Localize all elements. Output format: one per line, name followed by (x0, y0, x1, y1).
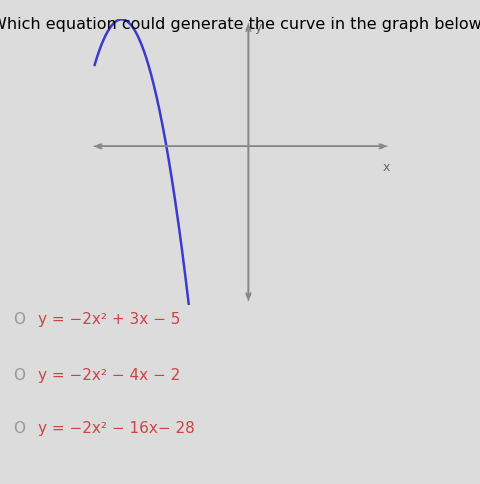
Text: O: O (13, 368, 25, 382)
Text: y = −2x² + 3x − 5: y = −2x² + 3x − 5 (38, 312, 180, 327)
Text: Which equation could generate the curve in the graph below?: Which equation could generate the curve … (0, 17, 480, 32)
Text: y: y (253, 21, 261, 34)
Text: x: x (382, 161, 389, 174)
Text: y = −2x² − 16x− 28: y = −2x² − 16x− 28 (38, 421, 195, 436)
Text: y = −2x² − 4x − 2: y = −2x² − 4x − 2 (38, 368, 180, 382)
Text: O: O (13, 312, 25, 327)
Text: O: O (13, 421, 25, 436)
